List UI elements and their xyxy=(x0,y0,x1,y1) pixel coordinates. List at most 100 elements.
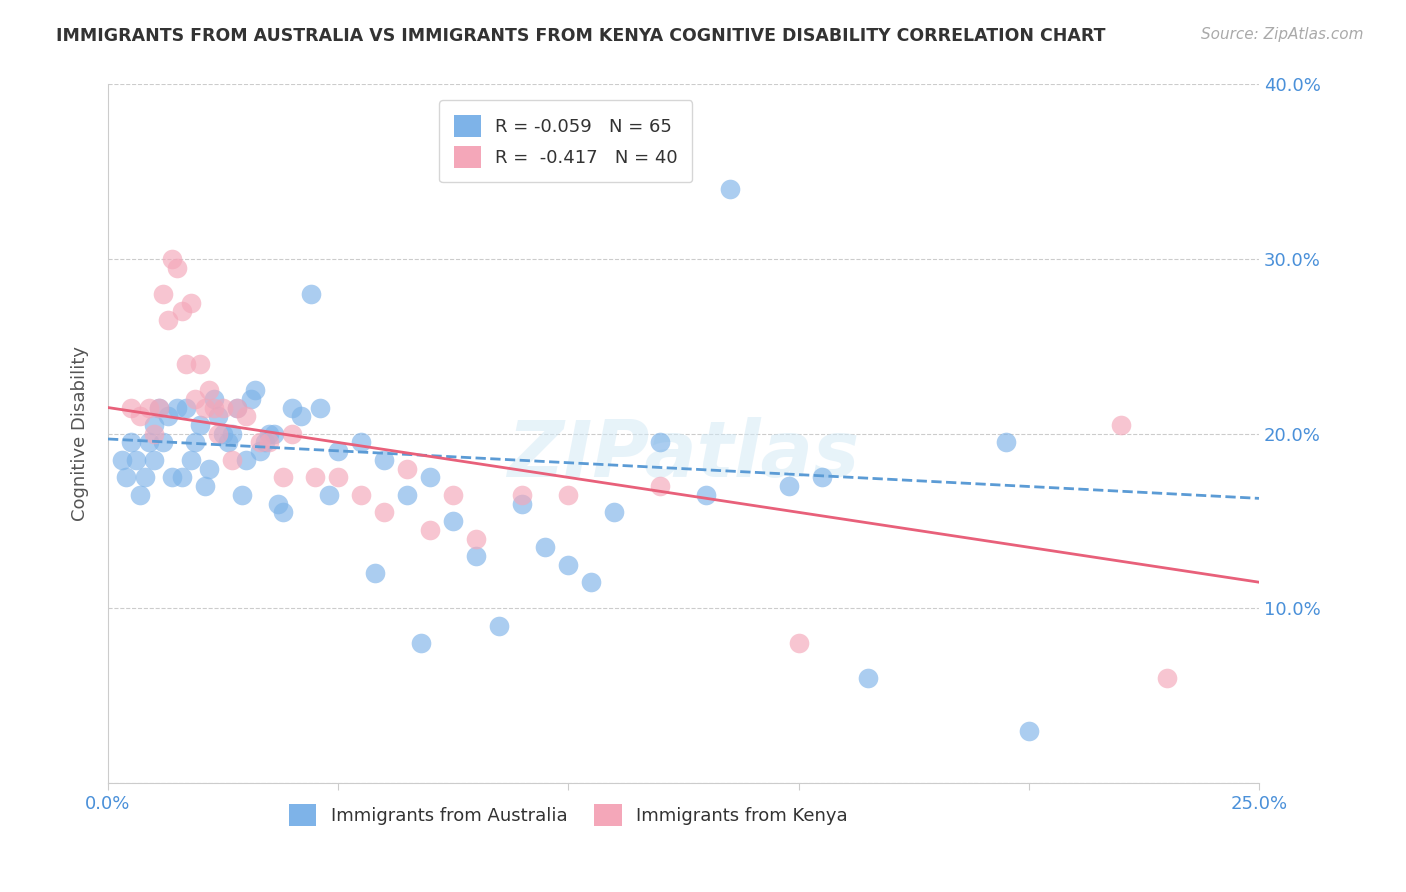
Point xyxy=(148,401,170,415)
Point xyxy=(512,497,534,511)
Point xyxy=(271,505,294,519)
Point xyxy=(281,426,304,441)
Point xyxy=(441,514,464,528)
Point xyxy=(245,383,267,397)
Point xyxy=(1109,417,1132,432)
Point xyxy=(166,401,188,415)
Point xyxy=(281,401,304,415)
Point xyxy=(257,435,280,450)
Point xyxy=(202,401,225,415)
Point xyxy=(194,479,217,493)
Point xyxy=(364,566,387,581)
Point xyxy=(350,435,373,450)
Point xyxy=(111,453,134,467)
Point xyxy=(263,426,285,441)
Point xyxy=(1156,671,1178,685)
Point xyxy=(534,541,557,555)
Point xyxy=(188,417,211,432)
Point xyxy=(129,488,152,502)
Point xyxy=(557,488,579,502)
Point xyxy=(188,357,211,371)
Point xyxy=(419,523,441,537)
Point xyxy=(207,409,229,424)
Text: IMMIGRANTS FROM AUSTRALIA VS IMMIGRANTS FROM KENYA COGNITIVE DISABILITY CORRELAT: IMMIGRANTS FROM AUSTRALIA VS IMMIGRANTS … xyxy=(56,27,1105,45)
Point xyxy=(396,488,419,502)
Point xyxy=(221,453,243,467)
Point xyxy=(856,671,879,685)
Point xyxy=(299,287,322,301)
Point xyxy=(162,470,184,484)
Point xyxy=(271,470,294,484)
Point xyxy=(257,426,280,441)
Point xyxy=(396,461,419,475)
Point xyxy=(217,435,239,450)
Legend: Immigrants from Australia, Immigrants from Kenya: Immigrants from Australia, Immigrants fr… xyxy=(283,797,855,833)
Point xyxy=(328,444,350,458)
Point xyxy=(441,488,464,502)
Point xyxy=(465,549,488,563)
Text: Source: ZipAtlas.com: Source: ZipAtlas.com xyxy=(1201,27,1364,42)
Point xyxy=(231,488,253,502)
Point xyxy=(290,409,312,424)
Point xyxy=(162,252,184,266)
Point xyxy=(304,470,326,484)
Point xyxy=(650,435,672,450)
Point xyxy=(373,505,395,519)
Point xyxy=(718,182,741,196)
Point xyxy=(148,401,170,415)
Point xyxy=(152,435,174,450)
Point xyxy=(465,532,488,546)
Point xyxy=(239,392,262,406)
Point xyxy=(581,575,603,590)
Point xyxy=(143,417,166,432)
Point xyxy=(603,505,626,519)
Point xyxy=(373,453,395,467)
Point xyxy=(156,313,179,327)
Point xyxy=(787,636,810,650)
Point xyxy=(170,304,193,318)
Point xyxy=(778,479,800,493)
Point xyxy=(115,470,138,484)
Point xyxy=(143,426,166,441)
Point xyxy=(129,409,152,424)
Point xyxy=(328,470,350,484)
Point xyxy=(419,470,441,484)
Point xyxy=(212,401,235,415)
Point xyxy=(170,470,193,484)
Point xyxy=(120,435,142,450)
Point xyxy=(156,409,179,424)
Point xyxy=(198,383,221,397)
Point xyxy=(143,453,166,467)
Point xyxy=(512,488,534,502)
Point xyxy=(138,435,160,450)
Point xyxy=(180,453,202,467)
Point xyxy=(350,488,373,502)
Point xyxy=(198,461,221,475)
Point xyxy=(225,401,247,415)
Point xyxy=(138,401,160,415)
Point xyxy=(249,435,271,450)
Point xyxy=(994,435,1017,450)
Point xyxy=(184,392,207,406)
Point xyxy=(249,444,271,458)
Point xyxy=(409,636,432,650)
Point xyxy=(120,401,142,415)
Point xyxy=(253,435,276,450)
Point xyxy=(695,488,717,502)
Point xyxy=(267,497,290,511)
Point xyxy=(212,426,235,441)
Point xyxy=(207,426,229,441)
Point xyxy=(557,558,579,572)
Point xyxy=(134,470,156,484)
Point xyxy=(174,401,197,415)
Point xyxy=(221,426,243,441)
Point xyxy=(318,488,340,502)
Point xyxy=(124,453,146,467)
Point xyxy=(194,401,217,415)
Point xyxy=(308,401,330,415)
Point xyxy=(174,357,197,371)
Point xyxy=(152,287,174,301)
Point xyxy=(180,295,202,310)
Text: ZIPatlas: ZIPatlas xyxy=(508,417,859,492)
Point xyxy=(166,260,188,275)
